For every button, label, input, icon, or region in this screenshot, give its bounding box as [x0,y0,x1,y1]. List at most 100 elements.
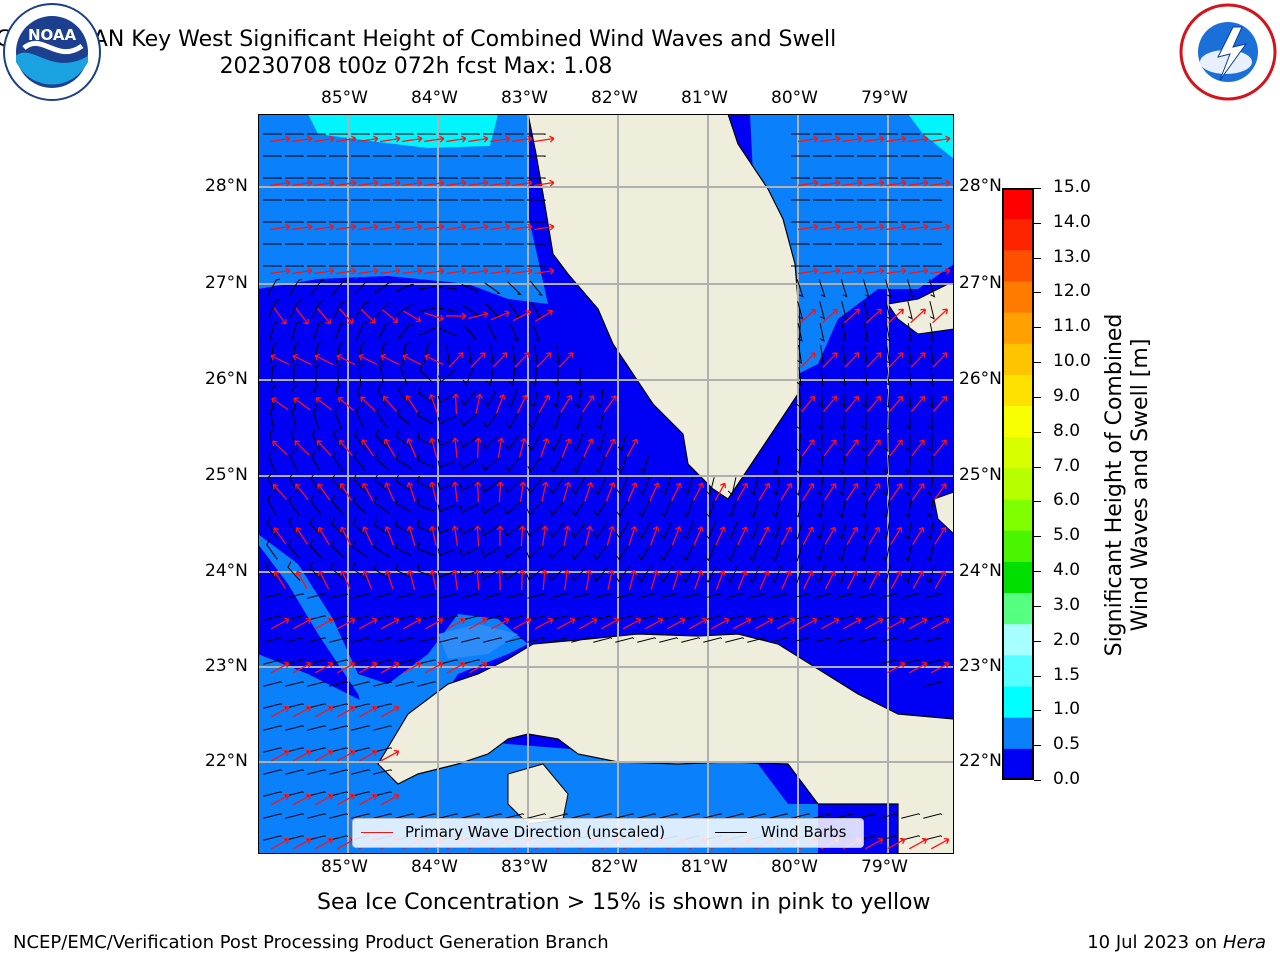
wave-direction-arrow [534,617,554,630]
wind-barb [527,177,546,179]
wind-barb [548,545,565,560]
latitude-label: 24°N [959,561,1002,581]
wind-barb [330,517,345,537]
wave-direction-arrow [314,837,334,850]
wave-direction-arrow [512,617,532,630]
wind-barb [772,477,781,496]
wind-barb [285,659,305,665]
wave-direction-arrow [336,223,357,231]
wave-direction-arrow [867,439,881,457]
wave-direction-arrow [451,437,459,459]
wind-barb [901,835,921,841]
wind-barb [285,769,305,775]
wind-barb [310,279,325,296]
wave-direction-arrow [671,526,682,546]
wave-direction-arrow [317,526,330,545]
wave-direction-arrow [824,482,837,501]
wave-direction-arrow [271,397,289,411]
wave-direction-arrow [474,525,482,547]
wind-barb [351,593,371,599]
colorbar-segment [1002,343,1034,376]
wave-direction-arrow [292,354,312,365]
colorbar-tick-label: 14.0 [1053,211,1091,232]
wind-barb [505,243,524,245]
wind-barb [681,637,701,643]
wave-direction-legend-label: Primary Wave Direction (unscaled) [405,823,666,841]
wave-direction-arrow [820,617,840,630]
wind-barb [395,452,412,470]
wind-barb [459,458,478,470]
wind-barb [705,477,715,496]
wave-direction-arrow [930,837,950,850]
wind-barb [681,813,701,819]
wave-direction-arrow [383,438,396,458]
wind-barb [926,476,934,496]
wave-direction-arrow [864,837,884,850]
wave-direction-arrow [315,397,333,411]
wind-barb [293,363,299,386]
wave-direction-arrow [336,749,356,762]
wave-direction-arrow [446,223,467,231]
colorbar-tick-mark [1034,501,1041,503]
wind-barb [770,565,782,584]
wind-barb [748,565,760,584]
wave-direction-arrow [468,617,488,630]
wind-barb [355,321,368,341]
wave-direction-arrow [626,438,639,458]
wave-direction-arrow [908,135,929,143]
wind-barb [285,747,305,753]
wind-barb [483,265,502,267]
wave-direction-arrow [512,135,533,143]
wind-barb [285,813,305,819]
wave-direction-arrow [474,437,482,459]
wind-barb [483,177,502,179]
wave-direction-arrow [534,267,555,275]
wind-barb [527,199,546,201]
wind-barb [595,433,606,452]
latitude-label: 22°N [205,751,248,771]
wind-barb [439,243,458,245]
wind-barb [397,323,413,340]
wind-barb [548,500,564,516]
wave-direction-arrow [864,223,885,231]
wind-barb [461,133,480,135]
wind-barb [439,813,459,819]
wind-barb [659,543,673,561]
wind-barb [484,389,497,408]
wind-barb [901,155,920,157]
wind-barb [835,813,855,819]
wind-barb [354,301,369,318]
wave-direction-arrow [424,312,445,322]
wind-barb [573,411,583,430]
wind-barb [923,221,942,223]
wind-barb [439,637,459,643]
wave-direction-arrow [932,395,948,412]
wind-barb [333,300,347,319]
map-legend: Primary Wave Direction (unscaled) Wind B… [352,818,864,848]
wind-barb [769,593,789,599]
wind-barb [263,593,283,599]
wind-barb [923,133,942,135]
wave-direction-arrow [820,267,841,275]
wind-barb [396,407,411,427]
wind-barb [482,412,498,429]
wind-barb [505,177,524,179]
wave-direction-arrow [780,482,793,501]
wind-barb [351,221,370,223]
wind-barb [532,323,541,342]
longitude-label: 82°W [591,88,638,108]
wind-barb [923,155,942,157]
wind-barb [835,155,854,157]
wave-direction-arrow [603,395,617,413]
wave-direction-arrow [886,267,907,275]
wave-direction-arrow [314,705,334,718]
wave-direction-arrow [490,310,510,321]
wind-barb [373,133,392,135]
wind-barb [840,279,848,298]
wind-barb [437,526,457,534]
wind-barb [483,593,503,599]
longitude-label: 79°W [861,857,908,877]
colorbar-segment [1002,406,1034,438]
wind-barb [374,474,390,493]
wind-barb [460,413,478,427]
